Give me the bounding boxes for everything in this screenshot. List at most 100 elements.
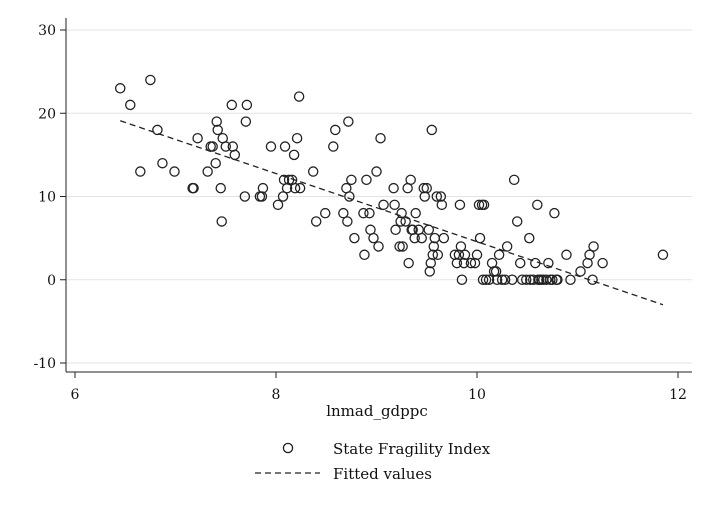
data-point-107 [473,199,485,211]
data-point-33 [279,141,291,152]
fitted-values-line [120,120,664,306]
data-point-127 [520,274,532,285]
data-point-122 [506,274,518,285]
data-point-64 [388,182,399,194]
y-tick-label-3: 20 [38,106,56,122]
data-point-41 [294,182,306,194]
data-point-101 [456,274,468,285]
data-point-118 [493,249,505,261]
data-point-65 [389,199,400,211]
fitted-line-group [120,120,664,306]
data-point-119 [496,274,508,285]
grid-lines [66,29,692,364]
data-point-52 [346,174,357,186]
data-point-144 [561,249,572,261]
data-point-50 [343,116,354,127]
data-point-91 [431,191,443,202]
data-point-85 [424,266,436,277]
data-point-92 [432,249,444,261]
data-point-108 [474,232,486,244]
data-point-1 [125,99,136,111]
data-point-42 [307,166,319,177]
data-point-94 [436,199,448,211]
data-point-88 [427,249,439,261]
data-point-16 [215,182,226,194]
data-point-37 [288,149,300,161]
data-point-3 [145,74,156,86]
data-point-44 [319,207,331,219]
data-point-60 [371,166,382,177]
data-point-116 [490,266,502,277]
data-point-53 [349,232,360,244]
data-point-13 [210,157,221,169]
data-point-47 [338,207,349,219]
data-point-49 [342,216,353,227]
data-point-150 [588,241,599,252]
data-point-55 [359,249,370,261]
data-point-23 [239,191,251,202]
data-point-19 [220,141,231,152]
data-point-146 [575,266,586,277]
data-point-77 [409,232,420,244]
data-point-28 [257,182,269,194]
y-ticks: -10 0 10 20 30 [33,23,66,372]
data-point-74 [405,174,416,186]
data-point-121 [501,241,513,252]
data-point-149 [587,274,598,285]
data-point-62 [375,132,386,144]
data-point-30 [272,199,284,211]
y-tick-label-0: -10 [33,356,56,372]
data-point-120 [499,274,511,285]
data-point-111 [478,199,490,211]
x-tick-label-0: 6 [71,387,80,403]
data-point-56 [361,174,372,186]
data-point-125 [514,257,526,269]
data-point-151 [597,257,608,269]
data-point-2 [135,166,146,177]
data-point-148 [584,249,595,261]
data-point-95 [438,232,450,244]
y-tick-label-4: 30 [38,23,56,39]
data-point-29 [265,141,277,152]
y-tick-label-2: 10 [38,190,56,206]
data-point-99 [454,199,466,211]
data-point-5 [157,157,168,169]
x-ticks: 6 8 10 12 [71,372,687,403]
data-point-40 [293,91,305,102]
data-point-8 [188,182,199,194]
data-point-100 [455,241,467,252]
data-points [114,74,669,285]
data-point-117 [491,274,503,285]
data-point-46 [330,124,341,136]
data-point-141 [549,207,560,219]
data-point-103 [459,249,471,261]
data-point-10 [202,166,213,177]
data-point-152 [657,249,669,261]
x-tick-label-3: 12 [669,387,687,403]
axes [65,18,692,373]
legend-marker-circle [282,442,294,454]
data-point-45 [328,141,339,152]
data-point-124 [511,216,523,227]
data-point-69 [396,207,407,219]
data-point-71 [400,216,411,227]
data-point-43 [310,216,322,227]
data-point-20 [226,99,238,111]
data-point-4 [152,124,163,136]
data-point-0 [114,83,126,94]
data-point-57 [364,207,375,219]
data-point-12 [207,141,218,152]
data-point-106 [471,249,483,261]
data-point-112 [480,274,492,285]
data-point-143 [552,274,563,285]
data-point-137 [541,274,552,285]
data-point-78 [410,207,421,219]
data-point-145 [565,274,576,285]
data-point-63 [378,199,389,211]
x-tick-label-2: 10 [468,387,486,403]
data-point-22 [229,149,241,161]
data-point-132 [532,199,543,211]
data-point-14 [211,116,222,127]
data-point-110 [477,274,489,285]
